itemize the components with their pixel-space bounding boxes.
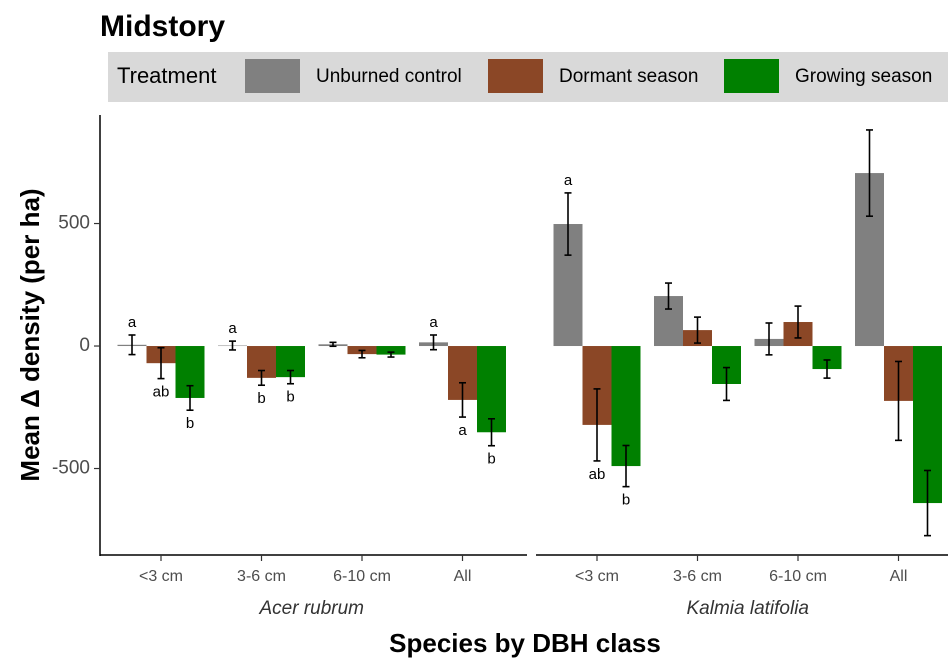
y-tick-label: 500	[58, 213, 90, 234]
x-tick-label: <3 cm	[139, 568, 183, 585]
legend-label: Growing season	[795, 66, 932, 87]
significance-letter: ab	[589, 466, 606, 483]
significance-letter: b	[286, 389, 294, 406]
significance-letter: b	[186, 415, 194, 432]
y-axis-title: Mean Δ density (per ha)	[15, 188, 45, 481]
significance-letter: a	[458, 422, 467, 439]
x-tick-label: 6-10 cm	[333, 568, 391, 585]
x-tick-label: <3 cm	[575, 568, 619, 585]
x-tick-label: All	[454, 568, 472, 585]
significance-letter: a	[228, 320, 237, 337]
legend-swatch	[245, 59, 300, 93]
significance-letter: b	[622, 492, 630, 509]
y-tick-label: 0	[79, 335, 90, 356]
significance-letter: b	[487, 451, 495, 468]
x-axis-title: Species by DBH class	[389, 628, 661, 658]
significance-letter: a	[128, 314, 137, 331]
x-tick-label: All	[890, 568, 908, 585]
y-tick-label: -500	[52, 458, 90, 479]
chart-title: Midstory	[100, 10, 225, 43]
legend-title: Treatment	[117, 63, 216, 88]
significance-letter: b	[257, 390, 265, 407]
x-tick-label: 6-10 cm	[769, 568, 827, 585]
x-tick-label: 3-6 cm	[673, 568, 722, 585]
significance-letter: a	[429, 314, 438, 331]
significance-letter: ab	[153, 384, 170, 401]
legend-swatch	[488, 59, 543, 93]
error-bar	[766, 323, 773, 355]
legend-label: Unburned control	[316, 66, 462, 87]
significance-letter: a	[564, 172, 573, 189]
panel-label: Acer rubrum	[258, 598, 364, 619]
legend-swatch	[724, 59, 779, 93]
x-tick-label: 3-6 cm	[237, 568, 286, 585]
legend-label: Dormant season	[559, 66, 698, 87]
panel-label: Kalmia latifolia	[687, 598, 810, 619]
